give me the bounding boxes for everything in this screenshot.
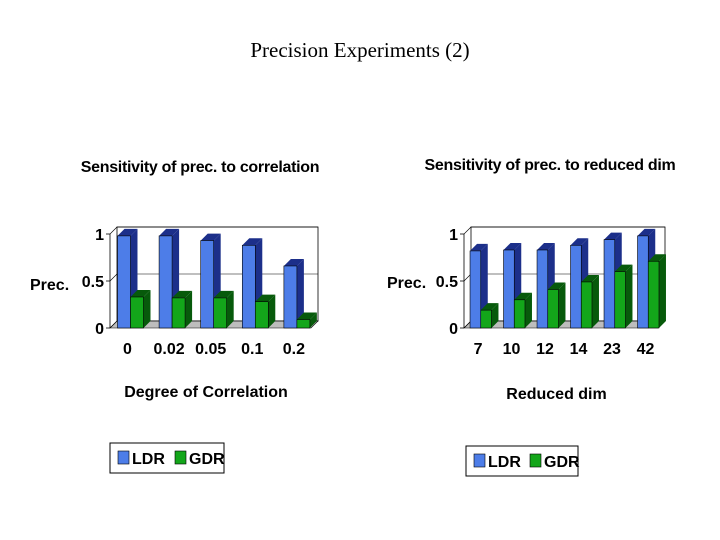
bar-gdr-4-side [309,312,317,328]
legend-swatch-ldr [117,450,130,465]
bar-gdr-1 [513,299,526,329]
bar-gdr-0-top [480,303,499,311]
x-tick-label: 23 [603,341,621,358]
bar-gdr-1-top [172,290,193,298]
bar-ldr-3-top [570,238,589,246]
y-tick-label: 1 [95,227,104,244]
bar-gdr-1-side [185,290,193,328]
bar-ldr-4-top [604,232,622,240]
bar-gdr-3-top [255,294,276,302]
bar-ldr-2 [536,249,549,329]
chart-title: Sensitivity of prec. to reduced dim [425,157,676,174]
bar-ldr-1-top [159,228,180,236]
bar-gdr-3-side [591,274,599,328]
legend-label-ldr: LDR [488,454,521,471]
gridline-depth [109,320,118,329]
bar-ldr-5-top [637,228,656,236]
bar-ldr-1-top [503,242,522,250]
bar-ldr-2-top [537,242,555,250]
y-axis-label: Prec. [387,275,426,292]
x-tick-label: 0.1 [241,341,263,358]
bar-gdr-2-top [547,282,566,290]
bar-gdr-1-side [524,292,532,328]
bar-gdr-3-side [268,294,276,328]
x-tick-label: 42 [637,341,655,358]
bar-ldr-5 [637,235,649,329]
x-tick-label: 0.02 [154,341,185,358]
bar-gdr-4-top [296,312,317,320]
bar-gdr-1-top [514,292,532,300]
x-tick-label: 0 [123,341,132,358]
bar-gdr-2 [547,289,559,329]
bar-gdr-0 [480,309,492,329]
y-tick-label: 0 [95,321,104,338]
legend-swatch-gdr [174,450,187,465]
gridline-depth [463,226,472,235]
slide-title: Precision Experiments (2) [250,38,470,62]
legend-label-gdr: GDR [544,454,580,471]
x-tick-label: 14 [570,341,588,358]
bars [469,228,666,329]
bar-gdr-0 [130,296,144,329]
bar-ldr-4 [283,265,298,329]
chart-reduced-dim: Sensitivity of prec. to reduced dim 1 0.5 0… [387,157,676,477]
bar-ldr-1 [503,249,515,329]
bar-gdr-0-side [491,303,499,328]
x-axis-label: Degree of Correlation [124,384,288,401]
legend-label-gdr: GDR [189,451,225,468]
bar-ldr-0 [469,250,482,329]
x-tick-label: 10 [503,341,521,358]
x-tick-label: 12 [536,341,554,358]
bar-gdr-4 [296,319,311,329]
bar-gdr-4 [614,271,626,329]
bar-gdr-2-side [558,282,566,328]
bar-ldr-3 [570,244,582,329]
gridline-depth [109,273,118,282]
bars [117,228,317,329]
bar-gdr-3 [254,301,269,329]
y-axis-label: Prec. [30,277,69,294]
bar-ldr-3 [241,244,256,329]
x-tick-label: 0.05 [195,341,226,358]
y-tick-label: 0.5 [436,274,458,291]
bar-gdr-2-top [213,290,234,298]
bar-ldr-4-top [283,258,304,266]
legend-swatch-gdr [529,453,542,468]
bar-gdr-5-top [648,254,666,262]
bar-gdr-0-top [130,289,151,297]
x-tick-label: 0.2 [283,341,305,358]
bar-gdr-2-side [226,290,234,328]
bar-ldr-0-top [470,243,488,251]
bar-gdr-1 [171,297,186,329]
bar-ldr-4 [603,239,616,329]
bar-gdr-5-side [658,254,666,328]
bar-gdr-5 [647,260,660,329]
legend-swatch-ldr [473,453,486,468]
x-axis-label: Reduced dim [506,386,606,403]
bar-ldr-2-top [200,233,221,241]
legend-label-ldr: LDR [132,451,165,468]
bar-gdr-4-top [614,264,633,272]
bar-gdr-4-side [625,264,633,328]
bar-ldr-3-top [242,238,263,246]
chart-title: Sensitivity of prec. to correlation [81,159,319,176]
bar-ldr-0 [117,235,131,329]
y-tick-label: 1 [449,227,458,244]
x-tick-label: 7 [474,341,483,358]
bar-ldr-2 [200,240,214,329]
bar-ldr-0-top [117,228,138,236]
gridline-depth [109,226,118,235]
bar-ldr-1 [158,235,173,329]
bar-ldr-4-side [296,258,304,328]
bar-gdr-3 [580,281,593,329]
bar-gdr-0-side [143,289,151,328]
y-tick-label: 0.5 [82,274,104,291]
chart-correlation: Sensitivity of prec. to correlation 1 0.5 0… [30,159,320,474]
bar-gdr-3-top [581,274,599,282]
y-tick-label: 0 [449,321,458,338]
bar-gdr-2 [213,297,227,329]
